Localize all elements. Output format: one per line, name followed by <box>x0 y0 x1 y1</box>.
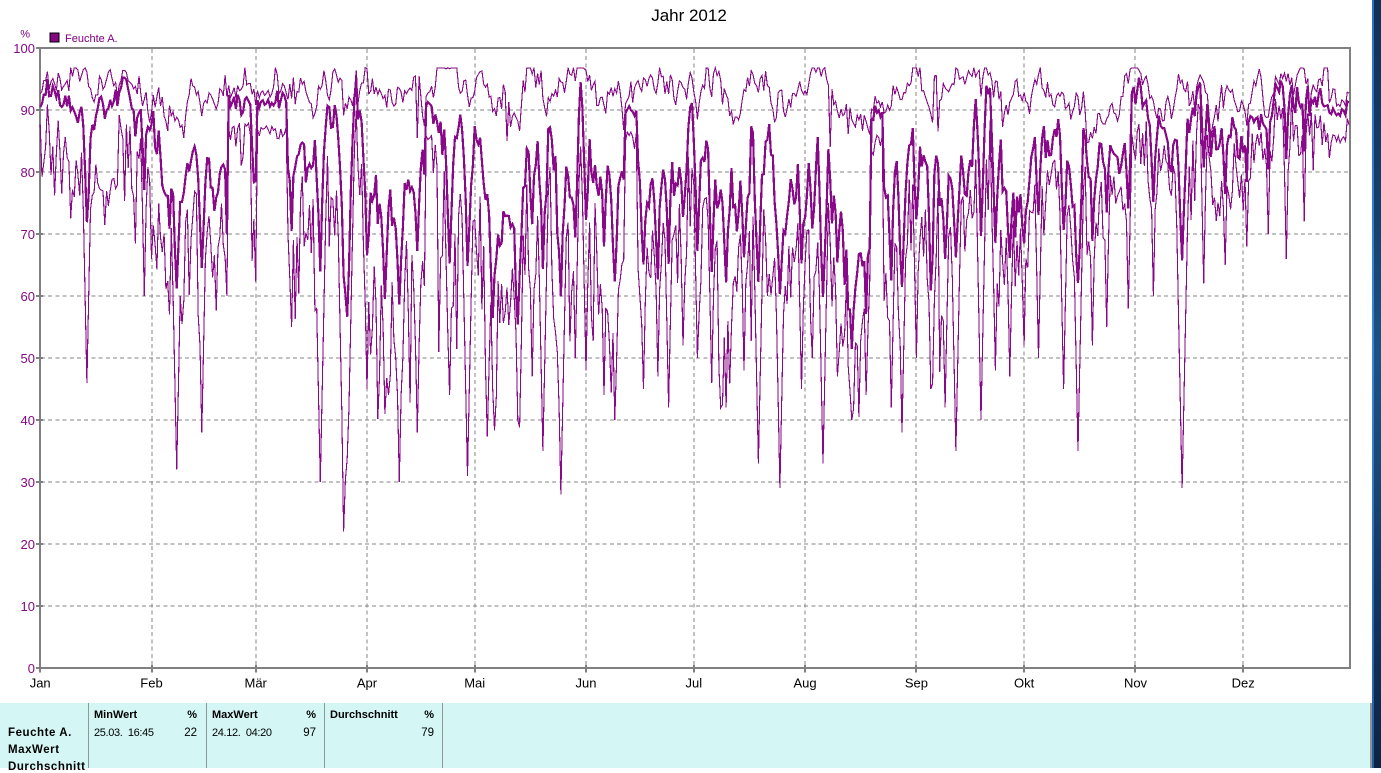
svg-text:Aug: Aug <box>794 676 817 691</box>
svg-text:100: 100 <box>13 41 35 56</box>
svg-text:Feb: Feb <box>140 676 162 691</box>
svg-text:10: 10 <box>21 599 35 614</box>
svg-text:20: 20 <box>21 537 35 552</box>
svg-text:Apr: Apr <box>357 676 378 691</box>
svg-text:70: 70 <box>21 227 35 242</box>
svg-text:Jahr 2012: Jahr 2012 <box>651 6 727 25</box>
svg-text:90: 90 <box>21 103 35 118</box>
svg-text:Jul: Jul <box>685 676 702 691</box>
svg-text:40: 40 <box>21 413 35 428</box>
svg-text:Okt: Okt <box>1014 676 1035 691</box>
svg-text:30: 30 <box>21 475 35 490</box>
svg-text:Mär: Mär <box>245 676 268 691</box>
svg-text:Jun: Jun <box>576 676 597 691</box>
svg-text:Sep: Sep <box>905 676 928 691</box>
svg-text:60: 60 <box>21 289 35 304</box>
svg-text:Feuchte A.: Feuchte A. <box>65 33 118 45</box>
svg-text:Dez: Dez <box>1232 676 1255 691</box>
svg-text:0: 0 <box>28 661 35 676</box>
svg-text:Jan: Jan <box>30 676 51 691</box>
svg-text:80: 80 <box>21 165 35 180</box>
svg-text:50: 50 <box>21 351 35 366</box>
svg-text:Mai: Mai <box>464 676 485 691</box>
svg-text:Nov: Nov <box>1124 676 1148 691</box>
svg-text:%: % <box>20 29 30 41</box>
